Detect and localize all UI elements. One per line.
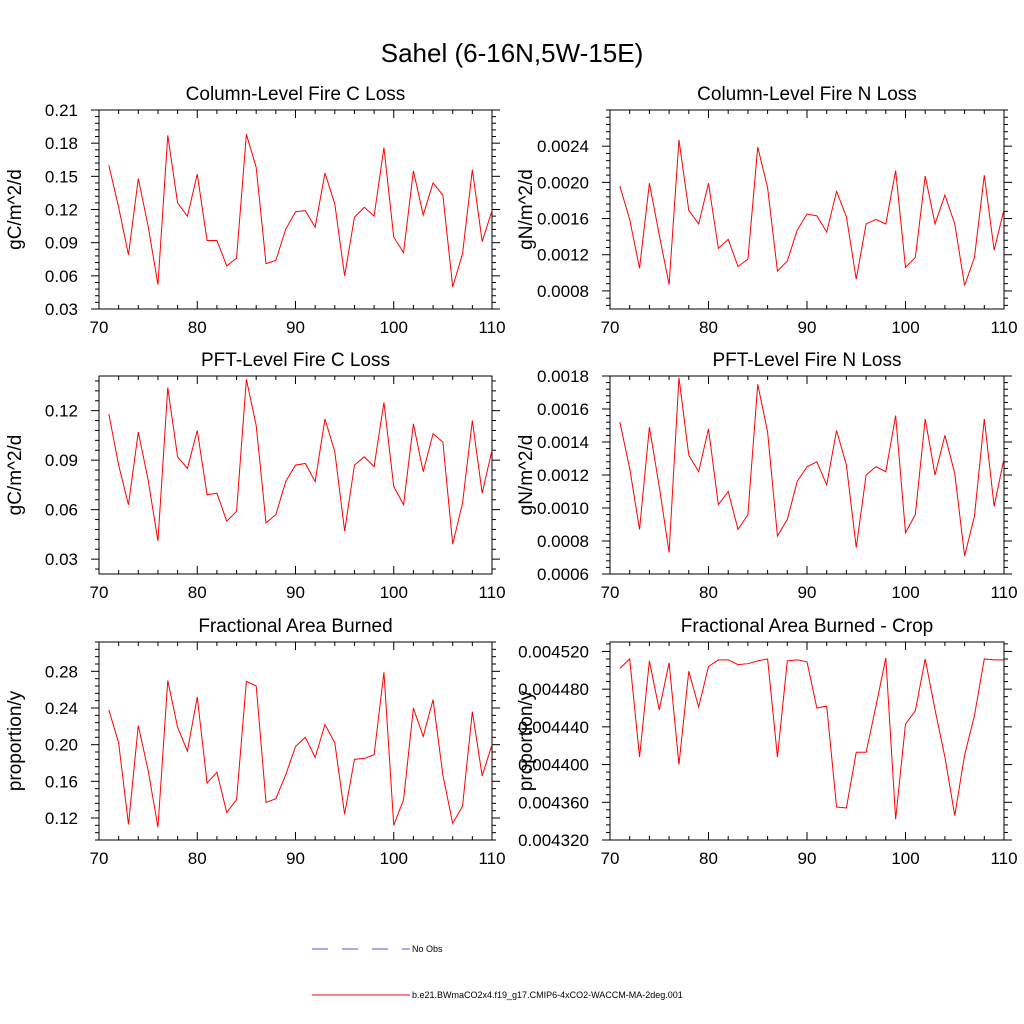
series-line [108, 672, 493, 828]
panels: 70 80 90 100 110 0.03 0.06 0.09 0.12 0.15 0.18 0.21… [5, 84, 1018, 868]
y-tick-label: 0.15 [45, 167, 78, 186]
y-tick-label: 0.12 [45, 201, 78, 220]
x-tick-label: 70 [90, 318, 109, 337]
x-tick-label: 100 [380, 583, 408, 602]
y-tick-label: 0.16 [45, 772, 78, 791]
x-tick-label: 90 [286, 583, 305, 602]
x-tick-label: 80 [699, 849, 718, 868]
y-tick-label: 0.12 [45, 402, 78, 421]
x-tick-label: 100 [380, 318, 408, 337]
chart-panel-1: 70 80 90 100 110 0.03 0.06 0.09 0.12 0.15 0.18 0.21… [5, 84, 506, 337]
legend: No Obs b.e21.BWmaCO2x4.f19_g17.CMIP6-4xC… [312, 944, 683, 1000]
x-tick-label: 70 [601, 318, 620, 337]
x-tick-label: 110 [990, 583, 1017, 602]
y-tick-label: 0.24 [45, 699, 78, 718]
series-line [108, 379, 493, 545]
y-tick-label: 0.0006 [537, 565, 589, 584]
y-tick-label: 0.0020 [537, 173, 589, 192]
x-tick-label: 70 [90, 849, 109, 868]
x-tick-label: 70 [601, 583, 620, 602]
legend-label-model: b.e21.BWmaCO2x4.f19_g17.CMIP6-4xCO2-WACC… [412, 990, 683, 1000]
x-tick-label: 110 [478, 318, 505, 337]
y-tick-label: 0.004400 [518, 756, 589, 775]
y-tick-label: 0.0012 [537, 466, 589, 485]
x-tick-label: 80 [188, 849, 207, 868]
x-tick-label: 80 [188, 583, 207, 602]
y-axis-label: gN/m^2/d [516, 435, 537, 516]
y-tick-label: 0.03 [45, 300, 78, 319]
chart-panel-6: 70 80 90 100 110 0.004320 0.004360 0.004400 0.00… [516, 616, 1018, 868]
y-axis-label: proportion/y [516, 690, 537, 791]
y-tick-label: 0.0012 [537, 246, 589, 265]
panel-title: Fractional Area Burned [198, 616, 392, 637]
y-axis-label: gC/m^2/d [5, 435, 26, 516]
x-tick-label: 80 [188, 318, 207, 337]
chart-panel-3: 70 80 90 100 110 0.03 0.06 0.09 0.12 PFT-Level Fi… [5, 350, 506, 602]
plot-frame [98, 641, 493, 841]
y-tick-label: 0.28 [45, 662, 78, 681]
panel-title: Column-Level Fire N Loss [697, 84, 917, 105]
x-tick-label: 110 [478, 583, 505, 602]
y-tick-label: 0.0018 [537, 367, 589, 386]
series-line [108, 134, 493, 288]
x-tick-label: 90 [286, 318, 305, 337]
x-tick-label: 100 [891, 849, 919, 868]
y-tick-label: 0.03 [45, 550, 78, 569]
y-tick-label: 0.004520 [518, 642, 589, 661]
panel-title: PFT-Level Fire N Loss [713, 350, 902, 371]
y-tick-label: 0.12 [45, 809, 78, 828]
y-tick-label: 0.0016 [537, 210, 589, 229]
y-tick-label: 0.0008 [537, 532, 589, 551]
panel-title: Column-Level Fire C Loss [186, 84, 406, 105]
y-tick-label: 0.004320 [518, 831, 589, 850]
x-tick-label: 80 [699, 318, 718, 337]
y-axis-label: gC/m^2/d [5, 169, 26, 250]
chart-panel-4: 70 80 90 100 110 0.0006 0.0008 0.0010 0.0012 0.00… [516, 350, 1018, 602]
y-axis-label: gN/m^2/d [516, 169, 537, 250]
x-tick-label: 110 [990, 849, 1017, 868]
y-tick-label: 0.06 [45, 501, 78, 520]
y-tick-label: 0.004480 [518, 680, 589, 699]
y-tick-label: 0.09 [45, 234, 78, 253]
panel-title: Fractional Area Burned - Crop [681, 616, 933, 637]
y-tick-label: 0.0008 [537, 282, 589, 301]
y-tick-label: 0.18 [45, 134, 78, 153]
legend-label-no-obs: No Obs [412, 944, 443, 954]
figure-title: Sahel (6-16N,5W-15E) [381, 38, 644, 68]
y-tick-label: 0.21 [45, 101, 78, 120]
y-tick-label: 0.0014 [537, 433, 589, 452]
y-tick-label: 0.06 [45, 267, 78, 286]
y-tick-label: 0.004360 [518, 793, 589, 812]
x-tick-label: 110 [478, 849, 505, 868]
y-tick-label: 0.20 [45, 736, 78, 755]
y-tick-label: 0.0024 [537, 137, 589, 156]
x-tick-label: 70 [601, 849, 620, 868]
y-tick-label: 0.004440 [518, 718, 589, 737]
x-tick-label: 90 [286, 849, 305, 868]
series-line [619, 139, 1005, 286]
y-tick-label: 0.0016 [537, 400, 589, 419]
x-tick-label: 80 [699, 583, 718, 602]
x-tick-label: 90 [798, 318, 817, 337]
series-line [619, 377, 1005, 556]
panel-title: PFT-Level Fire C Loss [201, 350, 390, 371]
x-tick-label: 100 [380, 849, 408, 868]
y-axis-label: proportion/y [5, 690, 26, 791]
chart-panel-5: 70 80 90 100 110 0.12 0.16 0.20 0.24 0.28 Fraction… [5, 616, 506, 868]
x-tick-label: 90 [798, 583, 817, 602]
plot-frame [98, 375, 493, 575]
x-tick-label: 100 [891, 583, 919, 602]
y-tick-label: 0.09 [45, 451, 78, 470]
x-tick-label: 110 [990, 318, 1017, 337]
x-tick-label: 90 [798, 849, 817, 868]
x-tick-label: 100 [891, 318, 919, 337]
x-tick-label: 70 [90, 583, 109, 602]
plot-frame [609, 641, 1005, 841]
chart-panel-2: 70 80 90 100 110 0.0008 0.0012 0.0016 0.0020 0.00… [516, 84, 1018, 337]
y-tick-label: 0.0010 [537, 499, 589, 518]
series-line [619, 657, 1004, 820]
